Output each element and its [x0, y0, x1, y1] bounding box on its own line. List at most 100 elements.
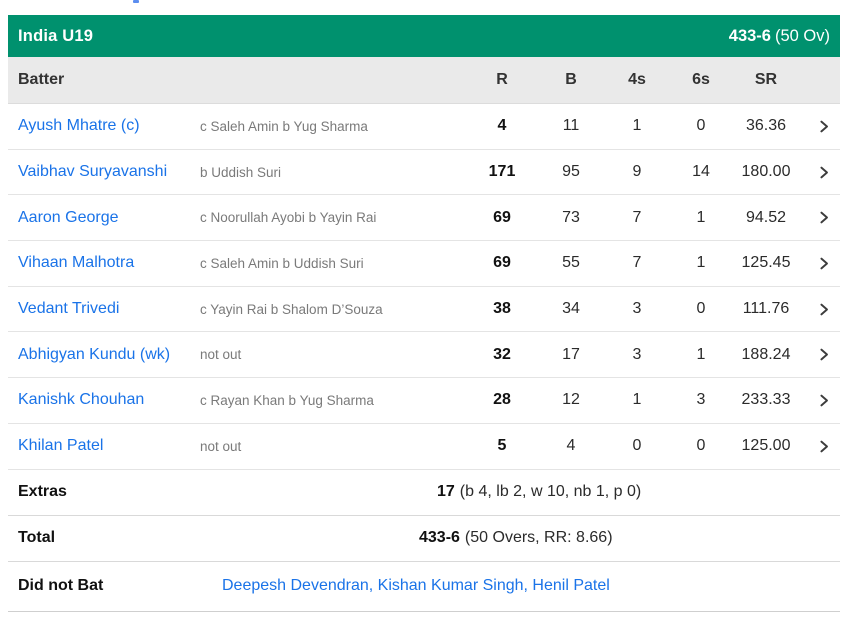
sixes-value: 0 [696, 117, 706, 135]
innings-overs: (50 Ov) [774, 26, 830, 45]
extras-breakdown: (b 4, lb 2, w 10, nb 1, p 0) [459, 483, 642, 500]
strike-rate-value: 188.24 [741, 345, 791, 363]
total-detail: (50 Overs, RR: 8.66) [464, 529, 613, 546]
column-header-strike-rate: SR [754, 71, 778, 88]
sixes-value: 1 [696, 254, 706, 272]
sixes-value: 3 [696, 391, 706, 409]
dismissal-info: not out [200, 347, 242, 363]
column-header-sixes: 6s [692, 71, 710, 88]
batter-name-link[interactable]: Abhigyan Kundu (wk) [18, 345, 171, 363]
strike-rate-value: 111.76 [742, 300, 790, 318]
strike-rate-value: 36.36 [745, 117, 787, 135]
batter-name-link[interactable]: Aaron George [18, 208, 119, 226]
innings-runs-wickets: 433-6 [728, 26, 771, 45]
balls-value: 55 [562, 254, 580, 272]
chevron-right-icon[interactable] [799, 393, 840, 408]
runs-value: 38 [493, 300, 511, 318]
batter-name-link[interactable]: Vedant Trivedi [18, 300, 120, 318]
did-not-bat-row: Did not Bat Deepesh Devendran, Kishan Ku… [8, 561, 840, 612]
strike-rate-value: 125.00 [741, 437, 791, 455]
column-header-balls: B [565, 71, 577, 88]
total-value: 433-6 (50 Overs, RR: 8.66) [419, 529, 613, 547]
chevron-right-icon[interactable] [799, 302, 840, 317]
batter-row[interactable]: Abhigyan Kundu (wk) not out 32 17 3 1 18… [8, 332, 840, 379]
runs-value: 28 [493, 391, 511, 409]
balls-value: 12 [562, 391, 580, 409]
batter-name-link[interactable]: Vaibhav Suryavanshi [18, 163, 168, 181]
batter-row[interactable]: Vedant Trivedi c Yayin Rai b Shalom D’So… [8, 286, 840, 333]
dismissal-info: c Saleh Amin b Uddish Suri [200, 255, 364, 271]
batter-name-link[interactable]: Ayush Mhatre (c) [18, 117, 140, 135]
balls-value: 4 [566, 437, 576, 455]
chevron-right-icon[interactable] [799, 119, 840, 134]
batter-rows: Ayush Mhatre (c) c Saleh Amin b Yug Shar… [8, 104, 840, 470]
extras-runs: 17 [437, 483, 455, 500]
fours-value: 0 [632, 437, 642, 455]
batter-row[interactable]: Khilan Patel not out 5 4 0 0 125.00 [8, 423, 840, 470]
sixes-value: 1 [696, 208, 706, 226]
batter-name-link[interactable]: Khilan Patel [18, 437, 104, 455]
fours-value: 7 [632, 254, 642, 272]
column-header-runs: R [496, 71, 508, 88]
runs-value: 69 [493, 208, 511, 226]
total-score: 433-6 [419, 529, 460, 546]
batter-name-link[interactable]: Vihaan Malhotra [18, 254, 135, 272]
fours-value: 1 [632, 117, 642, 135]
dismissal-info: c Rayan Khan b Yug Sharma [200, 392, 374, 408]
table-header-row: Batter R B 4s 6s SR [8, 57, 840, 104]
batter-row[interactable]: Vaibhav Suryavanshi b Uddish Suri 171 95… [8, 149, 840, 196]
batter-row[interactable]: Vihaan Malhotra c Saleh Amin b Uddish Su… [8, 241, 840, 287]
balls-value: 95 [562, 163, 580, 181]
strike-rate-value: 180.00 [741, 163, 791, 181]
dismissal-info: not out [200, 438, 242, 454]
sixes-value: 0 [696, 437, 706, 455]
sixes-value: 1 [696, 345, 706, 363]
runs-value: 171 [488, 163, 516, 181]
did-not-bat-label: Did not Bat [18, 577, 104, 594]
fours-value: 3 [632, 345, 642, 363]
did-not-bat-players[interactable]: Deepesh Devendran, Kishan Kumar Singh, H… [222, 577, 610, 594]
sixes-value: 14 [692, 163, 710, 181]
chevron-right-icon[interactable] [799, 256, 840, 271]
innings-header[interactable]: India U19 433-6 (50 Ov) [8, 15, 840, 57]
cropped-text-fragment [133, 0, 139, 3]
batter-name-link[interactable]: Kanishk Chouhan [18, 391, 145, 409]
dismissal-info: b Uddish Suri [200, 164, 282, 180]
column-header-batter: Batter [18, 71, 65, 88]
balls-value: 17 [562, 345, 580, 363]
extras-label: Extras [18, 483, 67, 500]
total-row: Total 433-6 (50 Overs, RR: 8.66) [8, 515, 840, 562]
runs-value: 69 [493, 254, 511, 272]
chevron-right-icon[interactable] [799, 347, 840, 362]
fours-value: 1 [632, 391, 642, 409]
chevron-right-icon[interactable] [799, 210, 840, 225]
strike-rate-value: 94.52 [745, 208, 787, 226]
fours-value: 7 [632, 208, 642, 226]
column-header-fours: 4s [628, 71, 646, 88]
batter-row[interactable]: Ayush Mhatre (c) c Saleh Amin b Yug Shar… [8, 104, 840, 150]
balls-value: 73 [562, 208, 580, 226]
fours-value: 9 [632, 163, 642, 181]
sixes-value: 0 [696, 300, 706, 318]
balls-value: 34 [562, 300, 580, 318]
chevron-right-icon[interactable] [799, 165, 840, 180]
chevron-right-icon[interactable] [799, 439, 840, 454]
batter-row[interactable]: Kanishk Chouhan c Rayan Khan b Yug Sharm… [8, 378, 840, 424]
innings-score: 433-6 (50 Ov) [729, 27, 830, 46]
fours-value: 3 [632, 300, 642, 318]
strike-rate-value: 233.33 [741, 391, 791, 409]
extras-row: Extras 17 (b 4, lb 2, w 10, nb 1, p 0) [8, 469, 840, 516]
runs-value: 4 [497, 117, 507, 135]
team-name: India U19 [18, 26, 94, 45]
dismissal-info: c Saleh Amin b Yug Sharma [200, 118, 368, 134]
runs-value: 32 [493, 345, 511, 363]
extras-value: 17 (b 4, lb 2, w 10, nb 1, p 0) [437, 483, 641, 501]
dismissal-info: c Noorullah Ayobi b Yayin Rai [200, 210, 377, 226]
batter-row[interactable]: Aaron George c Noorullah Ayobi b Yayin R… [8, 195, 840, 242]
dismissal-info: c Yayin Rai b Shalom D’Souza [200, 301, 383, 317]
runs-value: 5 [497, 437, 507, 455]
batting-scorecard: India U19 433-6 (50 Ov) Batter R B 4s 6s … [8, 15, 840, 612]
strike-rate-value: 125.45 [741, 254, 791, 272]
balls-value: 11 [562, 117, 580, 135]
total-label: Total [18, 529, 56, 546]
